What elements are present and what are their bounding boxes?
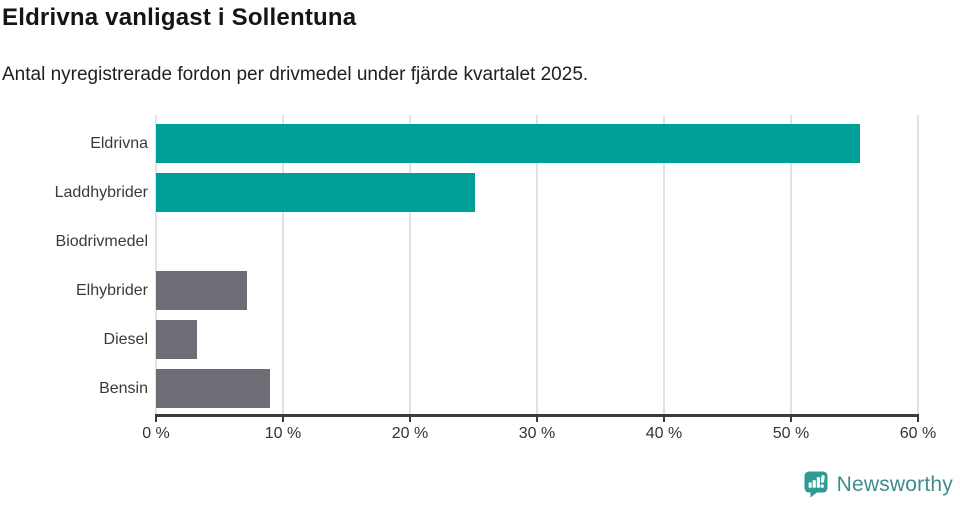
- tick-mark-50: [790, 417, 792, 422]
- category-label-laddhybrider: Laddhybrider: [54, 183, 148, 201]
- tick-label-40: 40 %: [645, 425, 683, 442]
- tick-mark-30: [536, 417, 538, 422]
- tick-label-10: 10 %: [264, 425, 302, 442]
- tick-mark-20: [409, 417, 411, 422]
- bar-row-laddhybrider: Laddhybrider: [55, 168, 918, 217]
- newsworthy-wordmark: Newsworthy: [836, 472, 953, 496]
- tick-label-30: 30 %: [518, 425, 556, 442]
- newsworthy-logo: Newsworthy: [804, 471, 953, 498]
- category-label-elhybrider: Elhybrider: [75, 281, 148, 299]
- bar-rows: Eldrivna Laddhybrider Biodrivmedel Elhybrid…: [55, 119, 918, 413]
- newsworthy-icon: [804, 471, 828, 498]
- bar-row-bensin: Bensin: [99, 364, 918, 413]
- bar-diesel: [156, 320, 197, 359]
- plot-area: Eldrivna Laddhybrider Biodrivmedel Elhybrid…: [55, 115, 936, 442]
- gridline-0: [155, 115, 157, 414]
- tick-mark-10: [282, 417, 284, 422]
- gridline-20: [409, 115, 411, 414]
- bar-bensin: [156, 369, 271, 408]
- bar-row-eldrivna: Eldrivna: [90, 119, 918, 168]
- category-label-eldrivna: Eldrivna: [90, 134, 148, 152]
- tick-mark-40: [663, 417, 665, 422]
- tick-label-20: 20 %: [391, 425, 429, 442]
- bar-row-diesel: Diesel: [104, 315, 918, 364]
- category-label-diesel: Diesel: [103, 330, 148, 348]
- gridline-30: [536, 115, 538, 414]
- x-axis-line: [155, 414, 919, 417]
- bar-row-biodrivmedel: Biodrivmedel: [56, 217, 918, 266]
- gridline-40: [663, 115, 665, 414]
- category-label-biodrivmedel: Biodrivmedel: [55, 232, 148, 250]
- tick-label-0: 0 %: [142, 425, 170, 442]
- tick-label-50: 50 %: [772, 425, 810, 442]
- gridline-10: [282, 115, 284, 414]
- bar-eldrivna: [156, 124, 860, 163]
- bar-row-elhybrider: Elhybrider: [76, 266, 918, 315]
- tick-label-60: 60 %: [899, 425, 937, 442]
- tick-mark-0: [155, 417, 157, 422]
- chart-title: Eldrivna vanligast i Sollentuna: [2, 4, 357, 31]
- gridline-60: [917, 115, 919, 414]
- bar-elhybrider: [156, 271, 248, 310]
- gridline-50: [790, 115, 792, 414]
- bar-laddhybrider: [156, 173, 475, 212]
- tick-mark-60: [917, 417, 919, 422]
- chart-subtitle: Antal nyregistrerade fordon per drivmede…: [2, 64, 589, 85]
- category-label-bensin: Bensin: [99, 379, 148, 397]
